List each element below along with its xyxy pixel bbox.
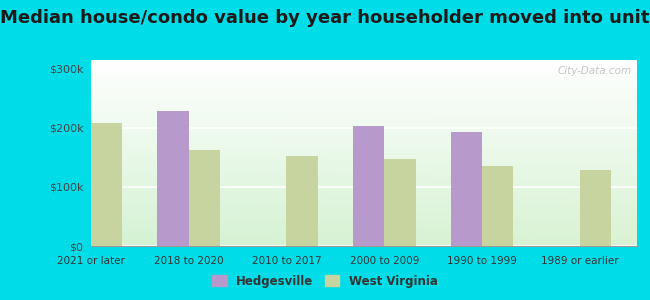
Bar	[580, 170, 611, 246]
Bar	[91, 123, 122, 246]
Bar	[450, 132, 482, 246]
Bar	[353, 125, 384, 246]
Bar	[287, 156, 318, 246]
Text: Median house/condo value by year householder moved into unit: Median house/condo value by year househo…	[0, 9, 650, 27]
Text: City-Data.com: City-Data.com	[558, 66, 632, 76]
Bar	[384, 159, 415, 246]
Bar	[188, 150, 220, 246]
Legend: Hedgesville, West Virginia: Hedgesville, West Virginia	[209, 271, 441, 291]
Bar	[482, 166, 514, 246]
Bar	[157, 111, 188, 246]
